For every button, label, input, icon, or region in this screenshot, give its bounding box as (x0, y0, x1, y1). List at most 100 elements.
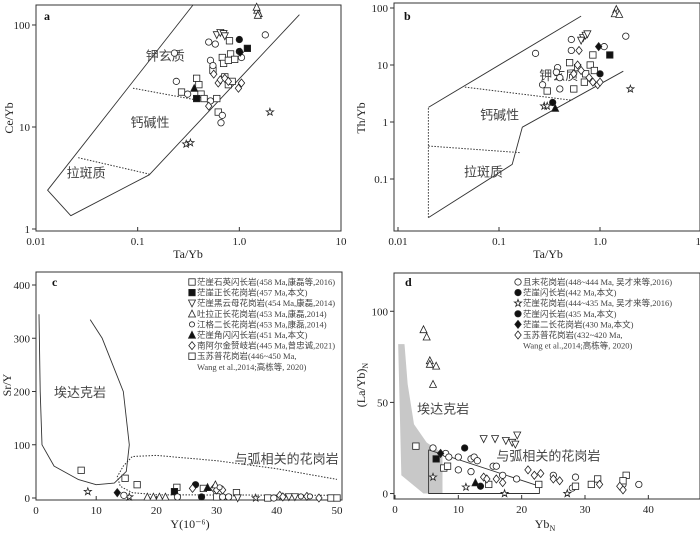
x-axis-title-b: Ta/Yb (533, 247, 563, 261)
x-tick-label-c: 20 (151, 505, 163, 517)
data-point-hexagon (216, 484, 223, 491)
data-point-square (485, 480, 493, 489)
data-point-square (586, 61, 594, 69)
y-tick-label-b: 1 (383, 117, 389, 129)
series-diamond-filled (436, 448, 445, 459)
data-point-triangle-down (490, 435, 500, 444)
data-point-square (231, 55, 239, 63)
data-point-circle (567, 46, 575, 55)
x-tick-label-a: 1.0 (232, 236, 246, 248)
plot-frame-a (35, 4, 342, 232)
panel-label-d: d (405, 275, 412, 289)
field-label: 与弧相关的花岗岩 (235, 451, 339, 466)
series-star (539, 84, 636, 111)
x-axis-title-a: Ta/Yb (173, 247, 203, 261)
legend-label-cont: Wang et al.,2014;高栋等, 2020) (523, 341, 632, 351)
data-point-square (224, 56, 232, 64)
data-point-triangle (143, 492, 152, 501)
data-point-star (542, 101, 552, 111)
data-point-square (121, 474, 129, 482)
series-hexagon (216, 484, 313, 500)
data-point-triangle (422, 332, 431, 341)
data-point-triangle-down (233, 494, 242, 503)
y-tick-label-d: 50 (377, 397, 389, 409)
legend-marker-square-filled (188, 288, 196, 297)
x-tick-label-c: 0 (33, 505, 39, 517)
legend-label: 茫崖黑云母花岗岩(454 Ma,康磊,2014) (197, 298, 335, 308)
x-axis-title-d: YbN (535, 517, 556, 533)
series-diamond (205, 69, 246, 111)
data-point-triangle (252, 2, 261, 11)
data-point-diamond (530, 470, 539, 480)
panel-label-a: a (44, 9, 50, 23)
data-point-circle-filled (197, 493, 206, 501)
data-point-circle (556, 74, 564, 82)
y-tick-label-d: 100 (372, 306, 389, 318)
data-point-triangle (155, 492, 164, 501)
data-point-diamond-filled (436, 448, 445, 459)
plot-frame-d (393, 272, 700, 500)
data-point-square (133, 481, 141, 489)
field-boundary (428, 15, 582, 108)
legend-label: 玉苏普花岗岩(446~450 Ma, (197, 351, 297, 361)
data-point-star (428, 472, 438, 482)
y-tick-label-b: 0.1 (374, 174, 388, 186)
data-point-circle (512, 475, 521, 483)
data-point-circle (454, 453, 462, 461)
field-boundary (47, 4, 300, 217)
data-point-triangle-down (479, 435, 488, 444)
data-point-circle (270, 494, 278, 502)
data-point-star (83, 486, 93, 496)
series-triangle (419, 324, 441, 388)
data-point-triangle-down (576, 36, 586, 45)
data-point-diamond (234, 83, 243, 93)
data-point-triangle-down (284, 493, 293, 502)
series-triangle (252, 2, 263, 19)
data-point-diamond (483, 474, 491, 484)
series-diamond (479, 465, 627, 495)
series-triangle (143, 480, 220, 501)
data-point-circle (173, 493, 182, 501)
series-square-filled (432, 455, 440, 463)
legend-label: 江格二长花岗岩(453 Ma,康磊,2014) (197, 319, 327, 329)
data-point-circle-filled (461, 444, 469, 452)
data-point-square (200, 94, 208, 103)
data-point-circle (170, 49, 179, 57)
data-point-diamond (555, 476, 564, 486)
y-tick-label-b: 100 (372, 3, 389, 15)
series-triangle-filled (190, 83, 199, 92)
data-point-triangle (432, 361, 441, 370)
series-star (428, 472, 573, 498)
field-label: 拉斑质 (464, 165, 503, 180)
y-tick-label-a: 100 (14, 20, 31, 32)
series-star (181, 107, 275, 149)
series-triangle-down (212, 29, 229, 41)
data-point-circle (261, 31, 269, 39)
data-point-diamond (315, 493, 323, 503)
data-point-triangle-down (513, 431, 522, 440)
data-point-square (193, 74, 201, 82)
x-tick-label-b: 0.01 (388, 236, 407, 248)
legend-marker-diamond-filled (514, 319, 522, 330)
data-point-diamond (210, 69, 218, 79)
data-point-diamond (279, 492, 287, 502)
legend-marker-square (188, 278, 196, 286)
data-point-star (499, 488, 510, 498)
data-point-square (590, 66, 598, 75)
data-point-circle (467, 468, 475, 476)
data-point-circle (454, 466, 462, 474)
legend-marker-circle-filled (514, 310, 522, 318)
legend-marker-circle-filled (514, 288, 522, 297)
data-point-triangle-down (220, 32, 229, 41)
data-point-square (213, 94, 221, 103)
legend-label: 茫崖闪长岩(435 Ma,本文) (523, 309, 617, 319)
data-point-circle (429, 444, 437, 452)
legend-label: 茫崖闪长岩(442 Ma,本文) (523, 288, 617, 298)
data-point-triangle-filled (551, 103, 560, 112)
y-tick-label-c: 400 (14, 280, 31, 292)
data-point-diamond (549, 474, 558, 484)
